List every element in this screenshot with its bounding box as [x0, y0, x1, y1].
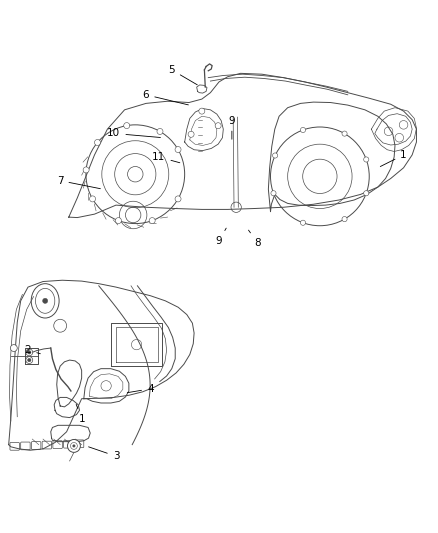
Circle shape — [199, 108, 205, 114]
Text: 10: 10 — [107, 128, 160, 139]
Circle shape — [67, 440, 80, 453]
Circle shape — [71, 442, 78, 449]
Text: 2: 2 — [25, 345, 40, 355]
Circle shape — [73, 445, 75, 447]
Circle shape — [83, 167, 89, 173]
Text: 11: 11 — [152, 152, 180, 163]
Circle shape — [342, 131, 347, 136]
Text: 9: 9 — [215, 228, 226, 246]
Circle shape — [300, 220, 306, 225]
Text: 5: 5 — [169, 65, 197, 85]
Circle shape — [26, 357, 33, 364]
Circle shape — [11, 345, 17, 351]
Text: 1: 1 — [380, 150, 407, 166]
Circle shape — [157, 128, 163, 134]
Text: 7: 7 — [57, 176, 100, 189]
Circle shape — [149, 217, 155, 224]
Text: 9: 9 — [229, 116, 235, 139]
Circle shape — [115, 217, 121, 224]
Text: 1: 1 — [76, 405, 85, 424]
Circle shape — [42, 298, 48, 303]
Circle shape — [271, 191, 276, 196]
Circle shape — [175, 147, 181, 152]
Circle shape — [95, 140, 100, 146]
Circle shape — [89, 196, 95, 202]
Circle shape — [188, 131, 194, 138]
Text: 6: 6 — [143, 90, 188, 105]
Circle shape — [342, 216, 347, 222]
Circle shape — [364, 191, 369, 196]
Text: 4: 4 — [127, 384, 154, 394]
Circle shape — [26, 349, 33, 356]
Circle shape — [124, 123, 130, 128]
Circle shape — [215, 123, 221, 128]
Text: 8: 8 — [248, 230, 261, 248]
Circle shape — [272, 153, 278, 158]
Circle shape — [28, 351, 31, 354]
Circle shape — [300, 127, 306, 133]
Text: 3: 3 — [88, 447, 119, 461]
Circle shape — [175, 196, 181, 202]
Circle shape — [364, 157, 369, 162]
Circle shape — [28, 358, 31, 362]
